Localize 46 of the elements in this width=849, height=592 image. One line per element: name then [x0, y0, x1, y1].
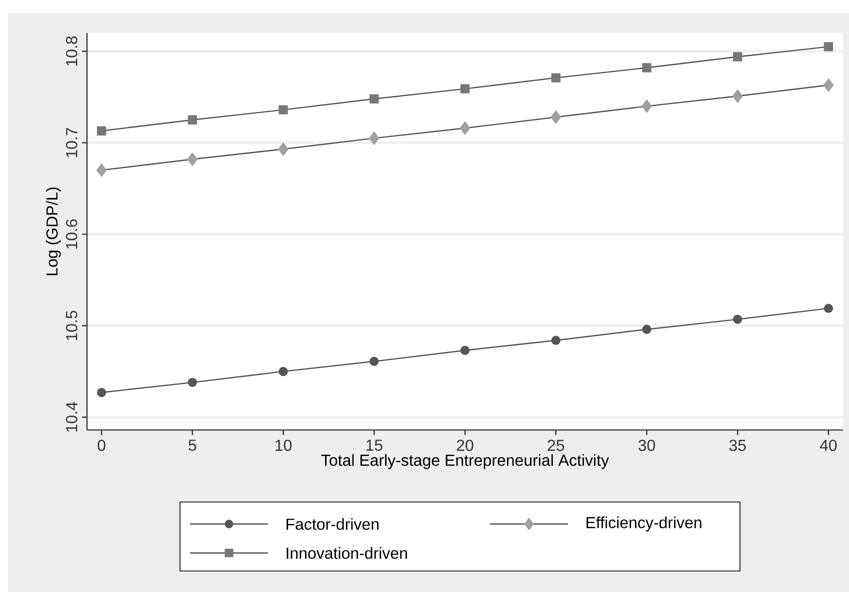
- x-tick-label: 40: [820, 440, 837, 452]
- point: [370, 356, 379, 366]
- point: [460, 346, 470, 356]
- point: [278, 105, 288, 114]
- x-tick-label: 15: [366, 440, 382, 451]
- point: [551, 73, 560, 82]
- x-tick-label: 10: [276, 440, 292, 452]
- point: [824, 42, 834, 52]
- y-tick-label: 10.7: [66, 128, 78, 158]
- point: [733, 52, 742, 62]
- legend-label: Factor-driven: [286, 518, 378, 530]
- point: [96, 388, 106, 398]
- point: [642, 63, 652, 72]
- y-tick-label: 10.4: [66, 402, 78, 432]
- x-tick-label: 25: [548, 440, 564, 452]
- point: [642, 100, 652, 113]
- x-axis-title: Total Early-stage Entrepreneurial Activity: [321, 454, 609, 470]
- x-tick-label: 5: [188, 440, 196, 451]
- legend-label: Efficiency-driven: [586, 516, 702, 532]
- point: [370, 94, 379, 104]
- point: [188, 115, 198, 124]
- y-axis-title: Log (GDP/L): [46, 188, 61, 276]
- legend-label: Innovation-driven: [286, 547, 407, 559]
- point: [732, 90, 743, 103]
- point: [96, 126, 106, 136]
- point: [733, 314, 742, 324]
- point: [550, 110, 561, 124]
- point: [460, 84, 470, 94]
- point: [188, 378, 198, 388]
- y-tick-label: 10.8: [66, 36, 78, 66]
- x-tick-label: 20: [456, 440, 474, 452]
- point: [369, 132, 380, 145]
- point: [278, 366, 288, 376]
- point: [460, 122, 470, 135]
- point: [642, 324, 652, 334]
- point: [823, 78, 834, 92]
- y-tick-label: 10.6: [66, 219, 78, 249]
- point: [187, 152, 198, 166]
- point: [824, 304, 834, 313]
- point: [96, 164, 107, 177]
- x-tick-label: 0: [98, 440, 106, 452]
- y-tick-label: 10.5: [66, 310, 78, 340]
- point: [551, 336, 560, 345]
- x-tick-label: 30: [638, 440, 656, 452]
- point: [278, 142, 288, 156]
- x-tick-label: 35: [729, 440, 746, 452]
